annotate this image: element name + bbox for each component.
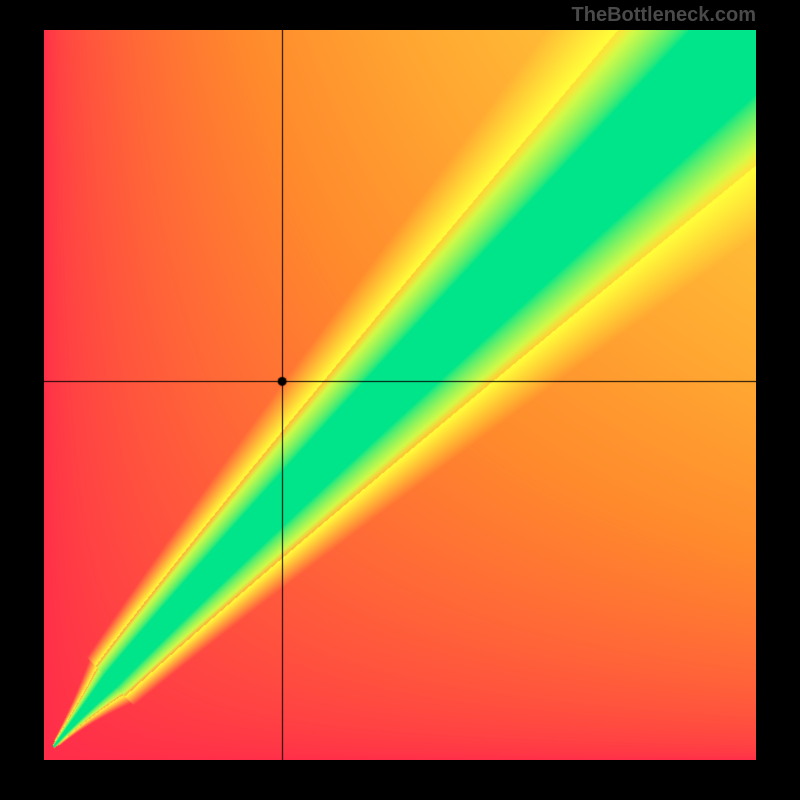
watermark-text: TheBottleneck.com — [572, 4, 756, 27]
heatmap-plot — [44, 30, 756, 760]
heatmap-canvas — [44, 30, 756, 760]
